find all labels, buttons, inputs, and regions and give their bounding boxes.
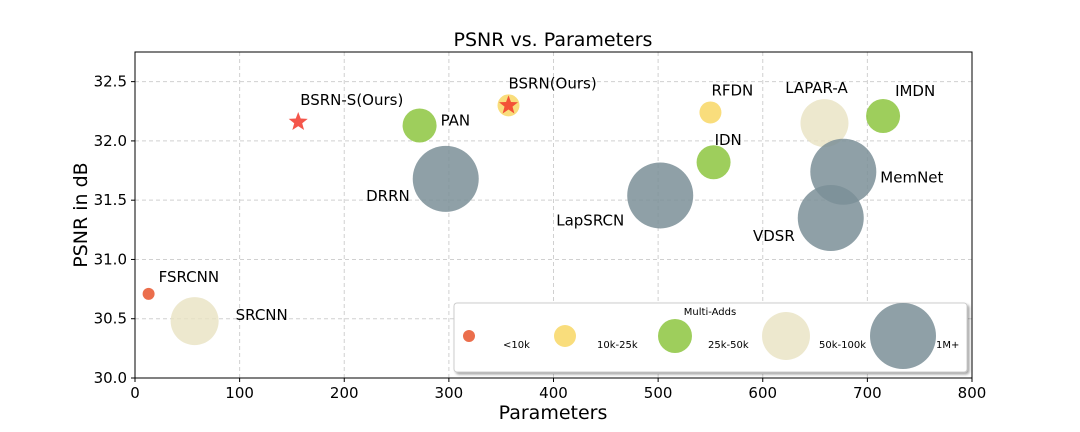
- y-tick-label: 31.0: [94, 250, 127, 268]
- legend-marker: [658, 319, 692, 353]
- data-point: [412, 145, 479, 212]
- data-point-star: [499, 95, 519, 114]
- legend-marker: [870, 303, 936, 369]
- legend-label: 25k-50k: [708, 340, 749, 351]
- point-label: IMDN: [895, 82, 935, 100]
- data-point: [627, 162, 694, 229]
- legend-label: <10k: [503, 340, 530, 351]
- x-tick-label: 300: [435, 384, 464, 402]
- legend-label: 50k-100k: [819, 340, 866, 351]
- point-label: BSRN(Ours): [509, 74, 597, 92]
- point-label: IDN: [715, 131, 742, 149]
- legend-marker: [463, 330, 475, 342]
- y-tick-label: 31.5: [94, 191, 127, 209]
- data-points: [142, 94, 901, 346]
- y-tick-label: 32.0: [94, 132, 127, 150]
- point-label: LAPAR-A: [785, 79, 848, 97]
- x-tick-label: 700: [853, 384, 882, 402]
- legend: Multi-Adds <10k 10k-25k 25k-50k 50k-100k 1M+: [453, 302, 968, 373]
- axis-ticks: 0 100 200 300 400 500 600 700 800 30.0 30.5 31.0 31.…: [94, 73, 987, 402]
- data-point: [866, 99, 901, 134]
- data-point: [699, 101, 722, 124]
- data-point: [800, 99, 849, 148]
- point-labels: FSRCNN SRCNN BSRN-S(Ours) PAN DRRN BSRN(Ours)…: [159, 74, 944, 324]
- x-tick-label: 200: [330, 384, 359, 402]
- point-label: VDSR: [753, 227, 795, 245]
- data-point: [797, 184, 864, 251]
- data-point-star: [288, 111, 308, 131]
- y-tick-label: 30.5: [94, 310, 127, 328]
- point-label: BSRN-S(Ours): [300, 91, 403, 109]
- x-tick-label: 400: [539, 384, 568, 402]
- x-tick-label: 100: [225, 384, 254, 402]
- data-point: [696, 145, 731, 180]
- data-point: [142, 287, 155, 300]
- legend-box: [453, 302, 968, 373]
- y-tick-label: 32.5: [94, 73, 127, 91]
- x-axis-label: Parameters: [499, 402, 608, 424]
- legend-marker: [762, 312, 810, 360]
- y-axis-label: PSNR in dB: [70, 162, 92, 267]
- point-label: PAN: [441, 111, 471, 129]
- point-label: FSRCNN: [159, 268, 219, 286]
- data-point: [170, 297, 219, 346]
- legend-marker: [554, 325, 576, 347]
- x-tick-label: 600: [748, 384, 777, 402]
- point-label: RFDN: [711, 81, 753, 99]
- point-label: MemNet: [880, 169, 943, 187]
- x-tick-label: 800: [958, 384, 987, 402]
- point-label: SRCNN: [236, 306, 288, 324]
- x-tick-label: 0: [130, 384, 140, 402]
- x-tick-label: 500: [644, 384, 673, 402]
- point-label: DRRN: [366, 187, 410, 205]
- y-tick-label: 30.0: [94, 369, 127, 387]
- chart-title: PSNR vs. Parameters: [454, 29, 653, 51]
- data-point: [402, 108, 437, 143]
- legend-label: 10k-25k: [597, 340, 638, 351]
- legend-label: 1M+: [936, 340, 959, 351]
- legend-title: Multi-Adds: [684, 307, 736, 318]
- point-label: LapSRCN: [556, 211, 624, 229]
